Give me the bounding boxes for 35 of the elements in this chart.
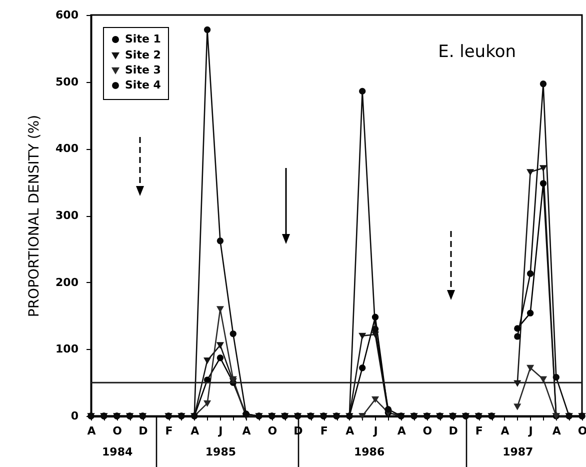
x-tick-label: O — [112, 424, 122, 438]
x-tick-label: O — [268, 424, 278, 438]
x-tick-label: D — [448, 424, 458, 438]
legend-label: Site 2 — [125, 48, 161, 62]
legend-label: Site 4 — [125, 78, 162, 92]
x-tick-label: F — [320, 424, 328, 438]
y-axis-title: PROPORTIONAL DENSITY (%) — [26, 114, 43, 318]
text: 1986 — [354, 446, 385, 458]
text: 1985 — [205, 446, 236, 458]
y-tick-label: 500 — [56, 75, 79, 88]
x-tick-label: A — [397, 424, 406, 438]
x-tick-label: F — [475, 424, 483, 438]
x-tick-label: A — [346, 424, 355, 438]
x-tick-label: J — [372, 424, 378, 438]
x-tick-label: A — [87, 424, 96, 438]
x-tick-label: A — [190, 424, 200, 438]
x-tick-label: A — [500, 424, 510, 438]
x-tick-label: A — [552, 424, 562, 438]
text: 1984 — [102, 446, 133, 458]
y-tick-label: 200 — [56, 276, 79, 289]
text: E. leukon — [438, 42, 516, 62]
legend-label: Site 1 — [125, 32, 161, 46]
y-tick-label: 0 — [70, 410, 79, 422]
x-tick-label: F — [165, 424, 173, 438]
text: 1987 — [502, 446, 534, 458]
x-tick-label: D — [138, 424, 148, 438]
y-tick-label: 300 — [56, 209, 79, 222]
y-tick-label: 100 — [56, 342, 79, 356]
y-tick-label: 600 — [56, 8, 79, 22]
x-tick-label: O — [422, 424, 432, 438]
x-tick-label: A — [242, 424, 252, 438]
y-tick-label: 400 — [56, 142, 79, 156]
x-tick-label: J — [528, 424, 533, 438]
legend-label: Site 3 — [125, 64, 161, 76]
x-tick-label: J — [218, 424, 223, 438]
